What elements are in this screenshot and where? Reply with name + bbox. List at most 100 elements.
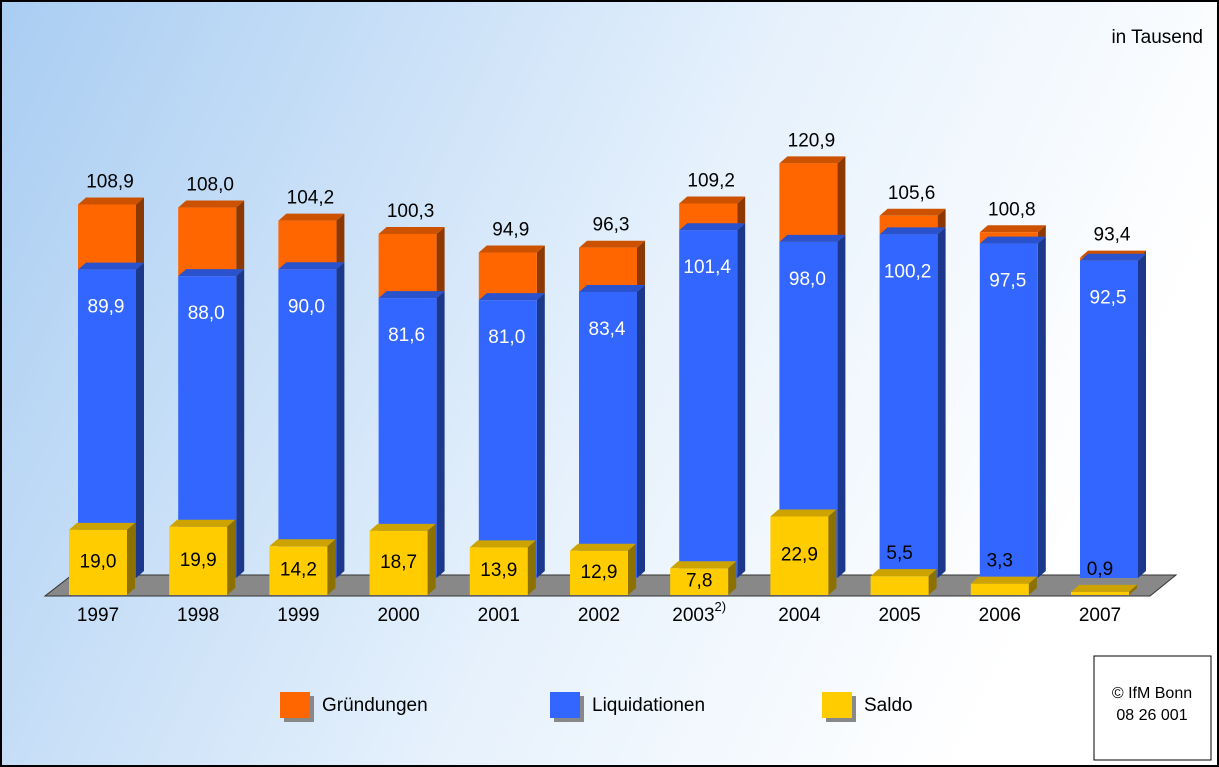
bar-liquidation-side	[536, 293, 545, 578]
bar-saldo-top	[369, 523, 436, 531]
total-label: 108,0	[186, 175, 234, 196]
bar-total-side	[637, 240, 645, 292]
bar-liquidation	[679, 230, 738, 578]
x-tick-text: 2007	[1079, 605, 1121, 626]
x-tick-label: 20032)	[672, 599, 726, 626]
liquidation-label: 98,0	[789, 269, 826, 290]
bar-liquidation-side	[1037, 236, 1046, 578]
total-label: 104,2	[287, 188, 335, 209]
saldo-label: 14,2	[280, 560, 317, 581]
liquidation-label: 89,9	[88, 297, 125, 318]
bar-saldo-side	[728, 561, 737, 595]
saldo-label: 19,0	[80, 551, 117, 572]
saldo-label: 13,9	[480, 560, 517, 581]
bar-liquidation-side	[136, 262, 144, 578]
bar-liquidation-top	[879, 227, 946, 235]
total-label: 96,3	[593, 215, 630, 236]
liquidation-label: 88,0	[188, 303, 225, 324]
x-tick-label: 1997	[77, 605, 119, 626]
x-tick-text: 1997	[77, 605, 119, 626]
bar-liquidation	[879, 234, 938, 578]
bar-liquidation-side	[1138, 253, 1146, 578]
bar-liquidation-side	[637, 284, 645, 578]
x-tick-text: 1999	[277, 605, 319, 626]
bar-saldo	[870, 576, 929, 595]
liquidation-label: 92,5	[1090, 288, 1127, 309]
bar-saldo-top	[1071, 584, 1137, 592]
x-tick-footnote: 2)	[715, 599, 727, 614]
x-tick-text: 2001	[478, 605, 520, 626]
bar-saldo-side	[327, 539, 336, 595]
bar-saldo	[469, 547, 528, 595]
legend-label: Liquidationen	[592, 695, 705, 716]
total-label: 100,3	[387, 201, 435, 222]
liquidation-label: 90,0	[288, 296, 325, 317]
bar-total-top	[879, 208, 946, 216]
bar-liquidation-side	[837, 234, 846, 579]
bar-saldo	[670, 568, 729, 595]
source-line: © IfM Bonn	[1112, 685, 1192, 702]
bar-total-side	[136, 197, 144, 270]
bar-saldo-side	[127, 522, 135, 595]
saldo-label: 12,9	[581, 562, 618, 583]
bar-liquidation-top	[378, 291, 445, 299]
bar-saldo	[69, 529, 127, 595]
bar-saldo-side	[527, 540, 536, 595]
bar-saldo-top	[69, 522, 135, 530]
bar-total-top	[679, 196, 746, 204]
legend-swatch	[280, 692, 310, 718]
bar-liquidation-side	[336, 262, 345, 578]
bar-total-side	[737, 196, 746, 231]
bar-total-top	[178, 200, 245, 208]
source-line: 08 26 001	[1116, 707, 1187, 724]
bar-total-top	[579, 240, 645, 248]
saldo-label: 19,9	[180, 550, 217, 571]
x-tick-label: 2005	[878, 605, 920, 626]
bar-liquidation	[1080, 260, 1138, 578]
x-tick-text: 1998	[177, 605, 219, 626]
bar-total-top	[78, 197, 144, 205]
liquidation-label: 81,0	[488, 327, 525, 348]
bar-saldo-side	[227, 519, 236, 595]
bar-total-top	[979, 225, 1046, 233]
bar-saldo-side	[1028, 576, 1037, 595]
bar-liquidation	[979, 243, 1038, 578]
bar-total	[78, 204, 136, 270]
bar-liquidation-top	[579, 284, 645, 292]
total-label: 100,8	[988, 199, 1036, 220]
liquidation-label: 100,2	[884, 261, 932, 282]
bar-total	[579, 247, 637, 292]
total-label: 109,2	[687, 170, 735, 191]
x-tick-text: 2003	[672, 605, 714, 626]
bar-liquidation-top	[779, 234, 846, 242]
bar-saldo-top	[970, 576, 1037, 584]
bar-liquidation-top	[278, 262, 345, 270]
bar-liquidation	[278, 269, 337, 578]
x-tick-label: 2001	[478, 605, 520, 626]
bar-liquidation-top	[478, 293, 545, 301]
bar-liquidation-top	[178, 269, 245, 277]
bar-total	[478, 252, 537, 301]
total-label: 120,9	[788, 130, 836, 151]
x-tick-text: 2002	[578, 605, 620, 626]
x-tick-label: 2004	[778, 605, 821, 626]
bar-total-side	[536, 245, 545, 301]
bar-total-side	[336, 213, 345, 270]
total-label: 94,9	[492, 220, 529, 241]
x-tick-label: 2000	[377, 605, 419, 626]
bar-saldo-top	[670, 561, 737, 569]
bar-total	[779, 163, 838, 242]
x-tick-text: 2006	[979, 605, 1021, 626]
bar-saldo	[770, 516, 829, 595]
x-tick-label: 2002	[578, 605, 620, 626]
bar-total	[178, 207, 237, 277]
bar-liquidation	[579, 291, 637, 578]
bar-saldo	[269, 546, 328, 595]
bar-saldo	[169, 526, 228, 595]
x-tick-text: 2000	[377, 605, 419, 626]
bar-total-side	[436, 226, 445, 299]
bar-total-top	[478, 245, 545, 253]
bar-liquidation-side	[937, 227, 946, 578]
bar-saldo-top	[570, 543, 636, 551]
